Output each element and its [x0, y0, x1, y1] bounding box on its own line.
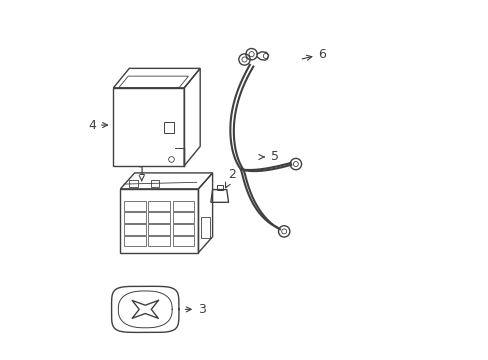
- Text: 6: 6: [302, 48, 326, 61]
- Bar: [150, 180, 159, 187]
- Bar: [172, 212, 193, 223]
- Text: 3: 3: [185, 303, 205, 316]
- Bar: [201, 217, 210, 238]
- Bar: [124, 224, 145, 234]
- Bar: [216, 185, 222, 190]
- Bar: [172, 224, 193, 234]
- Bar: [148, 236, 169, 246]
- Bar: [148, 212, 169, 223]
- Text: 5: 5: [258, 150, 278, 163]
- Text: 4: 4: [88, 118, 107, 131]
- Bar: [148, 201, 169, 211]
- Text: 2: 2: [225, 168, 236, 188]
- Bar: [164, 122, 174, 133]
- Bar: [172, 236, 193, 246]
- Bar: [124, 236, 145, 246]
- Bar: [172, 201, 193, 211]
- Bar: [124, 201, 145, 211]
- Bar: [148, 224, 169, 234]
- Bar: [129, 180, 138, 187]
- Text: 1: 1: [138, 165, 145, 181]
- Bar: [124, 212, 145, 223]
